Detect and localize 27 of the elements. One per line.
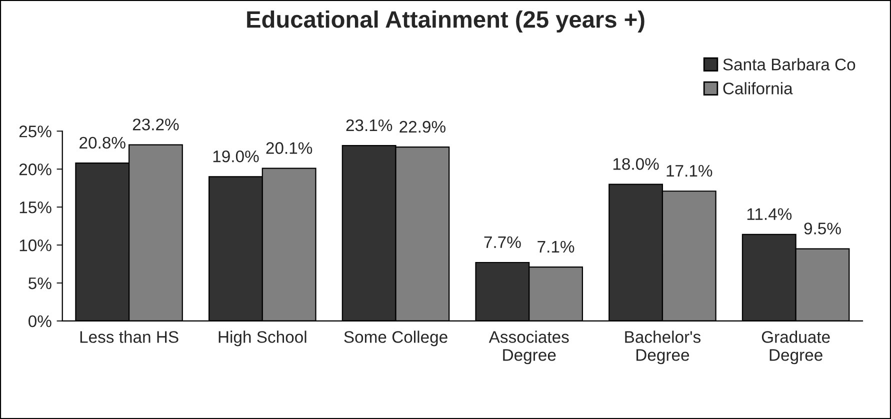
data-label: 20.8% xyxy=(80,136,126,149)
y-tick-label: 25% xyxy=(19,126,52,138)
data-label: 20.1% xyxy=(266,142,312,154)
y-tick-label: 10% xyxy=(20,239,52,252)
data-label: 23.1% xyxy=(346,119,392,132)
data-label: 23.2% xyxy=(132,118,179,130)
data-label: 18.0% xyxy=(613,158,659,170)
data-label: 7.7% xyxy=(484,236,521,248)
data-label: 19.0% xyxy=(213,150,259,162)
data-label: 22.9% xyxy=(400,120,446,133)
legend-label: Santa Barbara Co xyxy=(723,58,856,70)
legend-label: California xyxy=(723,82,793,94)
x-tick-label: Bachelor's Degree xyxy=(625,330,701,364)
data-label: 9.5% xyxy=(804,222,841,234)
data-label: 17.1% xyxy=(666,164,712,177)
x-tick-label: Associates Degree xyxy=(488,330,569,364)
y-tick-label: 0% xyxy=(28,315,52,328)
y-tick-label: 15% xyxy=(20,202,52,214)
data-label: 7.1% xyxy=(538,240,574,253)
chart-title: Educational Attainment (25 years +) xyxy=(247,10,644,32)
x-tick-label: Less than HS xyxy=(80,330,178,343)
data-label: 11.4% xyxy=(747,208,792,220)
x-tick-label: Some College xyxy=(344,330,448,346)
x-tick-label: Graduate Degree xyxy=(762,330,830,364)
y-tick-label: 20% xyxy=(19,164,52,176)
y-tick-label: 5% xyxy=(28,277,52,290)
x-tick-label: High School xyxy=(218,330,306,346)
